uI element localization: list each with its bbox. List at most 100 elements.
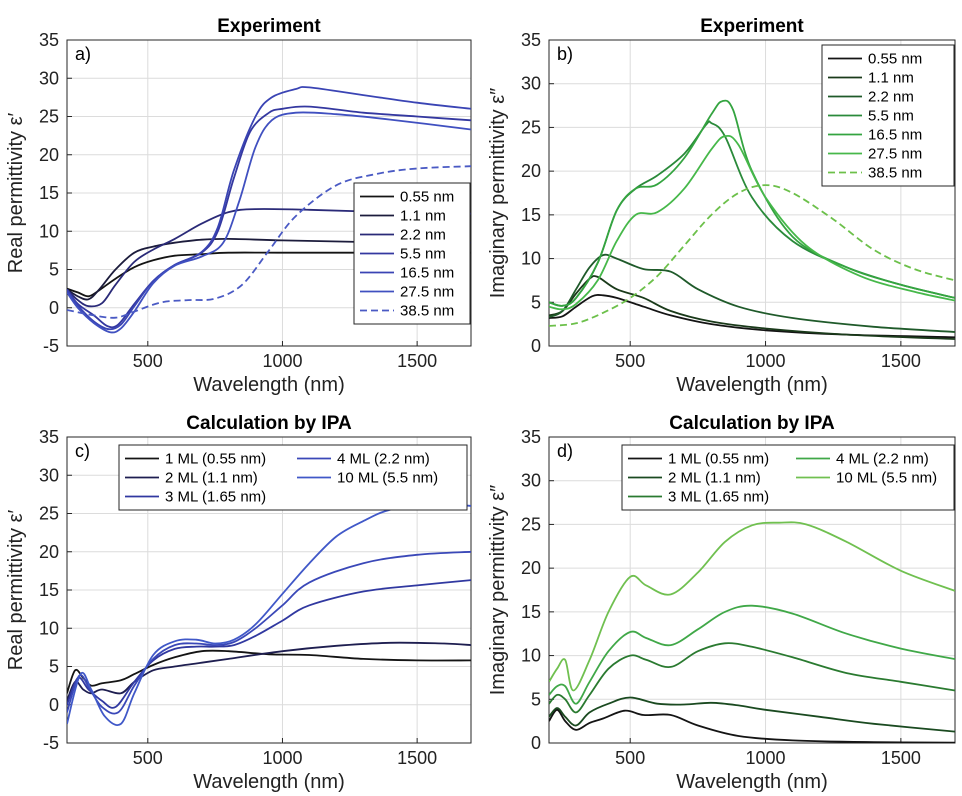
x-axis-label: Wavelength (nm) <box>676 771 828 793</box>
tick-label-y: 20 <box>39 145 59 165</box>
tick-label-y: 20 <box>521 558 541 578</box>
tick-label-x: 1000 <box>746 351 786 371</box>
plot-frame <box>548 39 956 347</box>
legend-label: 16.5 nm <box>868 127 922 144</box>
tick-label-y: 0 <box>49 298 59 318</box>
tick-label-y: 5 <box>531 689 541 709</box>
legend-label: 2.2 nm <box>400 227 446 244</box>
x-axis-label: Wavelength (nm) <box>193 771 345 793</box>
legend-label: 10 ML (5.5 nm) <box>337 470 438 487</box>
legend-label: 1 ML (0.55 nm) <box>165 451 266 468</box>
tick-label-y: 15 <box>521 205 541 225</box>
series-line <box>67 105 471 329</box>
legend-label: 1.1 nm <box>400 208 446 225</box>
tick-label-x: 1500 <box>881 748 921 768</box>
series-group <box>549 521 955 743</box>
legend-label: 3 ML (1.65 nm) <box>668 489 769 506</box>
panel-a: 500 1000 1500 -5 0 5 10 15 20 25 30 35 Experiment Wav… <box>5 16 472 396</box>
tick-label-y: 0 <box>49 695 59 715</box>
tick-label-y: 30 <box>521 471 541 491</box>
panel-d: 500 1000 1500 0 5 10 15 20 25 30 35 Calculation by … <box>487 413 956 793</box>
tick-label-x: 500 <box>615 351 645 371</box>
legend-label: 0.55 nm <box>400 189 454 206</box>
series-line <box>67 641 471 702</box>
legend-label: 0.55 nm <box>868 51 922 68</box>
legend-label: 16.5 nm <box>400 265 454 282</box>
legend-label: 2 ML (1.1 nm) <box>165 470 258 487</box>
tick-label-y: 20 <box>39 542 59 562</box>
tick-label-y: 35 <box>39 427 59 447</box>
tick-label-y: 0 <box>531 733 541 753</box>
legend-label: 2.2 nm <box>868 89 914 106</box>
legend-label: 5.5 nm <box>868 108 914 125</box>
tick-label-y: 5 <box>531 292 541 312</box>
series-line <box>67 579 471 709</box>
legend-box <box>118 444 468 511</box>
series-line <box>67 86 471 331</box>
series-line <box>549 294 955 339</box>
tick-label-y: 35 <box>521 427 541 447</box>
legend-label: 4 ML (2.2 nm) <box>337 451 430 468</box>
panel-c: 500 1000 1500 -5 0 5 10 15 20 25 30 35 Calculation b… <box>5 413 472 793</box>
series-group <box>67 503 471 727</box>
legend-label: 3 ML (1.65 nm) <box>165 489 266 506</box>
series-line <box>549 134 955 311</box>
panel-b: 500 1000 1500 0 5 10 15 20 25 30 35 Experiment Wavel… <box>487 16 956 396</box>
y-axis-label: Real permittivity ε′ <box>5 113 27 274</box>
chart-title: Experiment <box>217 16 321 37</box>
tick-label-y: 15 <box>521 602 541 622</box>
series-group <box>549 99 955 340</box>
tick-label-y: 25 <box>39 504 59 524</box>
tick-label-y: 35 <box>521 30 541 50</box>
tick-label-y: 25 <box>521 514 541 534</box>
legend-label: 38.5 nm <box>868 165 922 182</box>
tick-label-y: 30 <box>521 74 541 94</box>
legend-label: 10 ML (5.5 nm) <box>836 470 937 487</box>
series-line <box>549 521 955 692</box>
tick-label-y: -5 <box>43 733 59 753</box>
series-line <box>549 696 955 733</box>
x-axis-label: Wavelength (nm) <box>676 374 828 396</box>
panel-tag: d) <box>557 441 573 461</box>
panel-tag: b) <box>557 44 573 64</box>
tick-label-y: 15 <box>39 183 59 203</box>
series-line <box>67 208 471 308</box>
legend-label: 27.5 nm <box>868 146 922 163</box>
series-line <box>549 253 955 333</box>
legend-box <box>621 444 955 511</box>
series-group <box>67 86 471 334</box>
chart-title: Experiment <box>700 16 804 37</box>
legend-label: 1 ML (0.55 nm) <box>668 451 769 468</box>
chart-title: Calculation by IPA <box>669 413 835 434</box>
tick-label-y: 35 <box>39 30 59 50</box>
tick-label-x: 1500 <box>397 351 437 371</box>
series-line <box>549 642 955 714</box>
tick-label-y: 5 <box>49 260 59 280</box>
series-line <box>67 503 471 727</box>
tick-label-x: 1500 <box>397 748 437 768</box>
legend-label: 2 ML (1.1 nm) <box>668 470 761 487</box>
tick-label-x: 1500 <box>881 351 921 371</box>
series-line <box>67 111 471 334</box>
series-line <box>549 708 955 743</box>
series-line <box>67 237 471 301</box>
y-axis-label: Imaginary permittivity ε″ <box>487 88 509 299</box>
legend-label: 38.5 nm <box>400 303 454 320</box>
tick-label-y: 0 <box>531 336 541 356</box>
series-line <box>67 165 471 319</box>
tick-label-x: 500 <box>133 748 163 768</box>
legend-label: 27.5 nm <box>400 284 454 301</box>
chart-title: Calculation by IPA <box>186 413 352 434</box>
tick-label-y: 10 <box>521 249 541 269</box>
series-line <box>67 251 471 298</box>
legend-label: 5.5 nm <box>400 246 446 263</box>
series-line <box>549 604 955 705</box>
tick-label-y: 30 <box>39 465 59 485</box>
tick-label-x: 1000 <box>262 748 302 768</box>
tick-label-y: 10 <box>39 618 59 638</box>
legend-label: 4 ML (2.2 nm) <box>836 451 929 468</box>
tick-label-x: 1000 <box>262 351 302 371</box>
tick-label-y: 15 <box>39 580 59 600</box>
series-line <box>549 275 955 340</box>
